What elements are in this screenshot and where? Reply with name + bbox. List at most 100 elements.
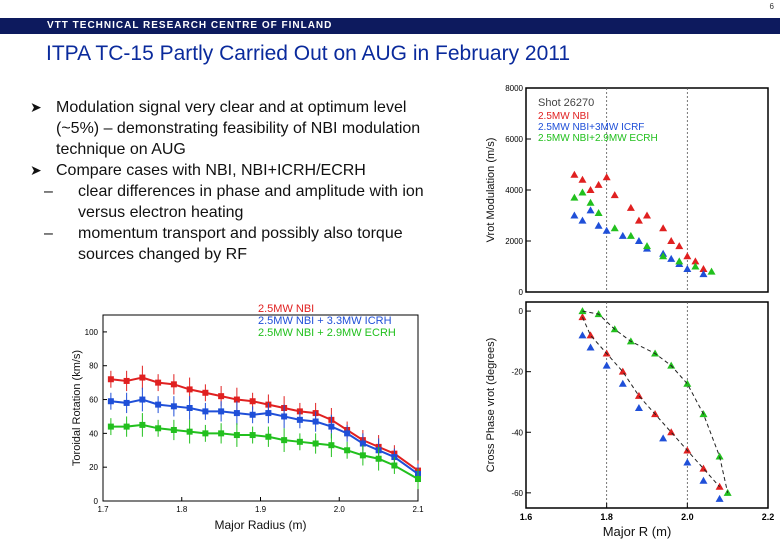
plot-frame <box>525 87 769 293</box>
data-point <box>586 206 595 214</box>
data-point <box>618 231 627 239</box>
data-point <box>155 401 162 408</box>
arrow-bullet-icon: ➤ <box>30 99 42 115</box>
data-point <box>155 379 162 386</box>
data-point <box>249 411 256 418</box>
data-point <box>155 425 162 432</box>
data-point <box>659 434 668 442</box>
data-point <box>667 428 676 436</box>
data-point <box>170 381 177 388</box>
data-point <box>359 440 366 447</box>
data-point <box>249 398 256 405</box>
legend-entry: 2.5MW NBI <box>538 111 589 122</box>
sub-bullet-2-line-2: sources changed by RF <box>78 246 247 263</box>
data-point <box>312 418 319 425</box>
x-tick-label: 2.1 <box>412 505 424 514</box>
y-tick-label: 0 <box>94 497 99 506</box>
data-point <box>699 476 708 484</box>
x-axis-label: Major R (m) <box>603 524 672 539</box>
data-point <box>586 343 595 351</box>
data-point <box>667 254 676 262</box>
data-point <box>107 398 114 405</box>
data-point <box>218 430 225 437</box>
data-point <box>578 216 587 224</box>
data-point <box>344 430 351 437</box>
y-tick-label: -20 <box>511 368 523 377</box>
y-tick-label: 40 <box>89 429 98 438</box>
data-point <box>359 452 366 459</box>
modulation-amplitude-chart: 0 2000 4000 6000 8000 Vrot Modulation (m/s) Sh… <box>485 84 769 297</box>
data-point <box>643 242 651 250</box>
x-tick-label: 2.0 <box>681 512 694 522</box>
data-point <box>594 180 603 188</box>
data-point <box>659 252 668 260</box>
data-point <box>186 428 193 435</box>
bullet-1-line-1: Modulation signal very clear and at opti… <box>56 99 407 116</box>
sub-bullet-2: – momentum transport and possibly also t… <box>30 223 470 265</box>
data-point <box>675 257 684 265</box>
dash-bullet-icon: – <box>44 183 53 200</box>
legend-entry: 2.5MW NBI + 3.3MW ICRH <box>258 315 392 327</box>
data-point <box>375 455 382 462</box>
data-point <box>586 186 595 193</box>
data-point <box>233 396 240 403</box>
x-tick-label: 1.6 <box>520 512 533 522</box>
data-point <box>202 430 209 437</box>
data-point <box>578 175 587 183</box>
data-point <box>265 433 272 440</box>
y-tick-label: 4000 <box>505 186 523 195</box>
y-tick-label: 0 <box>519 307 524 316</box>
data-point <box>233 432 240 439</box>
data-point <box>578 307 587 315</box>
data-point <box>123 377 130 384</box>
data-point <box>312 440 319 447</box>
data-point <box>691 257 700 265</box>
data-point <box>328 423 335 430</box>
x-tick-label: 1.8 <box>600 512 613 522</box>
data-point <box>610 191 619 199</box>
legend-entry: 2.5MW NBI + 2.9MW ECRH <box>258 327 396 339</box>
data-point <box>602 361 611 369</box>
y-tick-label: 0 <box>519 288 524 297</box>
data-point <box>218 393 225 400</box>
y-tick-label: 6000 <box>505 135 523 144</box>
data-point <box>586 198 595 206</box>
x-tick-label: 2.0 <box>334 505 346 514</box>
data-point <box>233 410 240 417</box>
x-tick-label: 2.2 <box>762 512 775 522</box>
data-point <box>281 437 288 444</box>
data-point <box>626 203 635 211</box>
data-point <box>618 367 627 375</box>
data-point <box>186 386 193 393</box>
data-point <box>265 410 272 417</box>
data-point <box>699 270 708 278</box>
data-point <box>675 242 684 250</box>
data-point <box>123 399 130 406</box>
data-point <box>683 265 692 273</box>
bullet-1-line-3: technique on AUG <box>56 141 186 158</box>
data-point <box>634 404 643 412</box>
y-tick-label: 80 <box>89 362 98 371</box>
y-axis-label: Vrot Modulation (m/s) <box>485 138 497 243</box>
sub-bullet-1-line-1: clear differences in phase and amplitude… <box>78 183 424 200</box>
data-point <box>667 237 676 244</box>
data-point <box>578 188 587 196</box>
bullet-2-line-1: Compare cases with NBI, NBI+ICRH/ECRH <box>56 162 366 179</box>
x-tick-label: 1.7 <box>97 505 109 514</box>
data-point <box>643 211 651 219</box>
y-tick-label: -60 <box>511 489 523 498</box>
data-point <box>610 224 619 232</box>
data-point <box>218 408 225 415</box>
y-tick-label: 8000 <box>505 84 523 93</box>
dash-bullet-icon: – <box>44 225 53 242</box>
data-point <box>602 226 611 234</box>
y-tick-label: -40 <box>511 428 523 437</box>
data-point <box>594 221 603 229</box>
data-point <box>634 216 643 224</box>
data-point <box>634 391 643 399</box>
page-number: 6 <box>769 2 774 11</box>
data-point <box>249 432 256 439</box>
arrow-bullet-icon: ➤ <box>30 162 42 178</box>
rotation-profile-chart: 0 20 40 60 80 100 1.7 1.8 1.9 2.0 2.1 Major Radius … <box>71 303 424 532</box>
data-point <box>634 237 643 244</box>
